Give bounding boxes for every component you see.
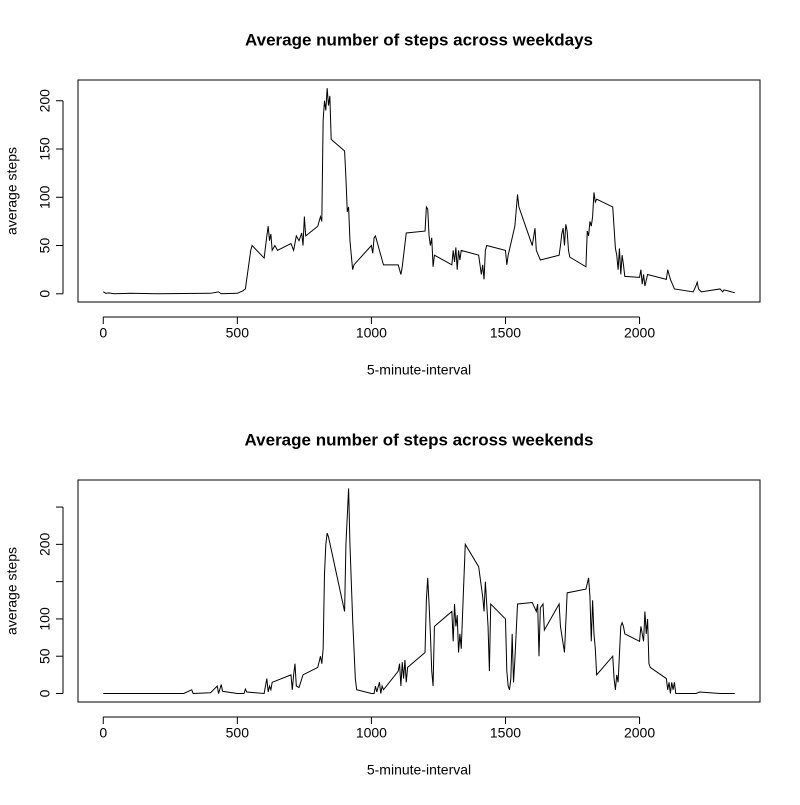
x-tick-label: 1500 xyxy=(490,725,521,741)
y-tick-label: 50 xyxy=(37,238,53,254)
plot-frame xyxy=(77,79,761,303)
x-tick-label: 0 xyxy=(99,325,107,341)
y-axis-label: average steps xyxy=(4,547,20,635)
x-tick-label: 1000 xyxy=(356,725,387,741)
y-tick-label: 100 xyxy=(37,185,53,209)
chart-title: Average number of steps across weekends xyxy=(245,430,594,449)
x-tick-label: 500 xyxy=(226,725,250,741)
y-tick-label: 150 xyxy=(37,137,53,161)
y-tick-label: 200 xyxy=(37,532,53,556)
data-line xyxy=(103,488,735,695)
x-tick-label: 1500 xyxy=(490,325,521,341)
x-tick-label: 1000 xyxy=(356,325,387,341)
x-tick-label: 2000 xyxy=(624,325,655,341)
plot-frame xyxy=(77,479,761,703)
y-tick-label: 0 xyxy=(37,689,53,697)
x-axis-label: 5-minute-interval xyxy=(367,762,471,778)
x-tick-label: 2000 xyxy=(624,725,655,741)
y-tick-label: 100 xyxy=(37,607,53,631)
y-tick-label: 50 xyxy=(37,648,53,664)
data-line xyxy=(103,88,735,295)
y-axis-label: average steps xyxy=(4,147,20,235)
x-axis-label: 5-minute-interval xyxy=(367,362,471,378)
chart-title: Average number of steps across weekdays xyxy=(245,30,593,49)
y-tick-label: 200 xyxy=(37,89,53,113)
x-tick-label: 500 xyxy=(226,325,250,341)
x-tick-label: 0 xyxy=(99,725,107,741)
y-tick-label: 0 xyxy=(37,290,53,298)
